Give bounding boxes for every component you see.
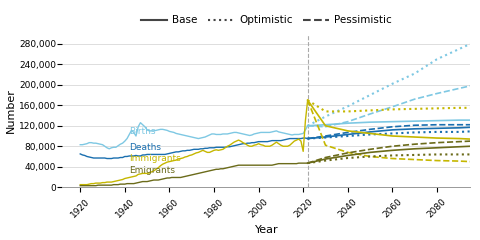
Text: Deaths: Deaths bbox=[129, 143, 161, 152]
Legend: Base, Optimistic, Pessimistic: Base, Optimistic, Pessimistic bbox=[137, 11, 396, 30]
X-axis label: Year: Year bbox=[254, 225, 278, 235]
Y-axis label: Number: Number bbox=[6, 88, 16, 133]
Text: Births: Births bbox=[129, 127, 156, 136]
Text: Emigrants: Emigrants bbox=[129, 166, 175, 175]
Text: Immigrants: Immigrants bbox=[129, 154, 181, 163]
